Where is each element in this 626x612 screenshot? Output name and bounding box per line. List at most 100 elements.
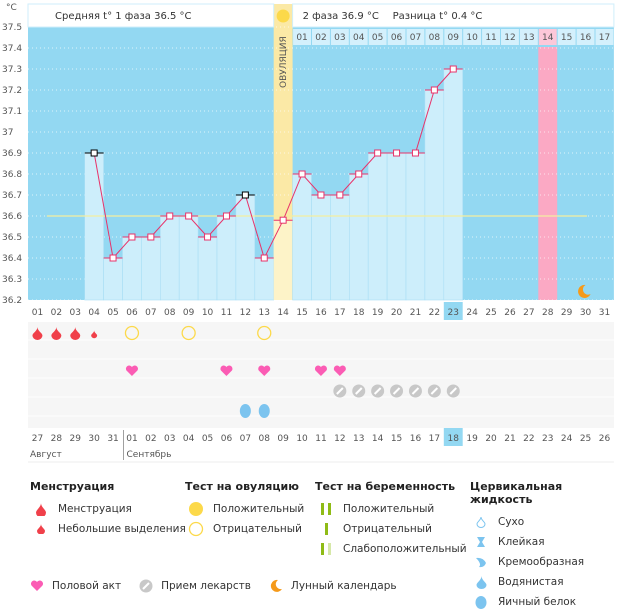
post-ovulation-day-cell: [387, 29, 406, 45]
temperature-bar: [292, 173, 312, 301]
post-ovulation-day-label: 02: [315, 33, 326, 43]
temperature-point: [279, 216, 287, 224]
calendar-date-label: 15: [391, 434, 402, 444]
phase1-header-box: [27, 3, 275, 28]
post-ovulation-day-label: 11: [485, 33, 496, 43]
temperature-bars: [84, 68, 463, 301]
heart-icon: [333, 365, 346, 376]
post-ovulation-day-label: 12: [504, 33, 515, 43]
legend-label: Небольшие выделения: [58, 523, 186, 535]
cycle-day-label: 15: [296, 308, 307, 318]
temperature-bar: [122, 236, 142, 301]
calendar-date-label: 28: [51, 434, 63, 444]
y-tick-label: 36.8: [2, 170, 22, 180]
month-label: Сентябрь: [127, 450, 172, 460]
small-drop-icon: [30, 524, 52, 534]
temperature-bar: [235, 194, 256, 301]
cycle-day-label: 18: [353, 308, 365, 318]
post-ovulation-day-cell: [482, 29, 500, 45]
calendar-date-label: 11: [315, 434, 326, 444]
menstruation-drop-icon: [51, 327, 62, 340]
calendar-date-label: 30: [88, 434, 100, 444]
temperature-point: [355, 170, 363, 178]
ovulation-test-negative-icon: [257, 325, 272, 341]
legend-label: Прием лекарств: [161, 580, 251, 592]
post-ovulation-day-label: 17: [599, 33, 610, 43]
empty-circle-icon: [185, 521, 207, 537]
legend-item: Лунный календарь: [269, 579, 397, 593]
moon-icon: [578, 284, 591, 298]
legend-item: Менструация: [30, 499, 186, 519]
post-ovulation-day-cell: [444, 29, 463, 45]
y-tick-label: 36.3: [2, 275, 22, 285]
y-axis: 36.2 36.3 36.4 36.5 36.6 36.7 36.8 36.9 37 37.1 37…: [2, 3, 22, 306]
post-ovulation-day-label: 05: [372, 33, 383, 43]
cycle-day-label: 04: [88, 308, 100, 318]
cycle-day-label: 25: [485, 308, 496, 318]
calendar-date-label: 19: [466, 434, 478, 444]
post-ovulation-day-label: 09: [448, 33, 460, 43]
temperature-point: [128, 233, 136, 241]
legend-title: Тест на овуляцию: [185, 480, 299, 493]
temperature-point: [430, 86, 438, 94]
cycle-day-label: 13: [259, 308, 270, 318]
temperature-difference: Разница t° 0.4 °C: [393, 11, 483, 22]
cycle-day-label: 05: [107, 308, 118, 318]
cycle-day-label: 12: [240, 308, 251, 318]
legend-label: Половой акт: [52, 580, 122, 592]
post-ovulation-day-label: 10: [466, 33, 478, 43]
y-tick-label: 37.2: [2, 86, 22, 96]
legend-title: Тест на беременность: [315, 480, 456, 493]
heart-icon: [258, 365, 271, 376]
cycle-day-label: 17: [334, 308, 345, 318]
temperature-bar: [311, 194, 331, 301]
post-ovulation-day-label: 08: [429, 33, 441, 43]
y-tick-label: 37.5: [2, 23, 22, 33]
cycle-day-label: 11: [221, 308, 232, 318]
temperature-point: [317, 191, 325, 199]
cycle-day-axis: 01 02 03 04 05 06 07 08 09 10 11 12 13 14 15 16 17 18 19 20…: [32, 302, 610, 320]
temperature-point: [222, 212, 230, 220]
pill-icon: [139, 579, 153, 593]
temperature-bar: [405, 152, 426, 301]
cycle-day-label: 02: [51, 308, 62, 318]
post-ovulation-day-cell: [463, 29, 482, 45]
post-ovulation-day-label: 03: [334, 33, 345, 43]
legend-cervical-fluid: Цервикальная жидкость Сухо Клейкая Кремо…: [470, 480, 626, 612]
post-ovulation-day-cell: [425, 29, 444, 45]
post-ovulation-day-label: 01: [296, 33, 307, 43]
legend-label: Отрицательный: [213, 523, 302, 535]
temperature-bar: [141, 236, 161, 301]
y-tick-label: 37.3: [2, 65, 22, 75]
post-ovulation-day-label: 16: [580, 33, 592, 43]
legend-item: Положительный: [315, 499, 467, 519]
calendar-date-label: 04: [183, 434, 195, 444]
spotting-drop-icon: [91, 330, 98, 339]
legend-item: Кремообразная: [470, 552, 626, 572]
temperature-point: [298, 170, 306, 178]
marker-rows: [28, 284, 614, 436]
temperature-bar: [197, 236, 218, 301]
calendar-date-label: 02: [145, 434, 156, 444]
y-tick-label: 37: [2, 128, 13, 138]
egg-white-icon: [258, 404, 270, 418]
post-ovulation-day-cell: [576, 29, 595, 45]
legend-title: Цервикальная жидкость: [470, 480, 563, 506]
post-ovulation-day-cell: [501, 29, 519, 45]
calendar-date-label: 14: [372, 434, 384, 444]
moon-icon: [269, 579, 283, 593]
post-ovulation-day-cell: [349, 29, 368, 45]
legend-item: Половой акт: [30, 580, 121, 592]
y-tick-label: 36.2: [2, 296, 22, 306]
calendar-date-label: 10: [296, 434, 308, 444]
egg-white-icon: [239, 404, 251, 418]
calendar-date-label: 26: [599, 434, 611, 444]
calendar-date-label: 18: [448, 434, 460, 444]
pill-icon-stripe: [430, 387, 439, 395]
temperature-point: [109, 254, 117, 262]
heart-icon: [314, 365, 327, 376]
temperature-bar: [424, 89, 445, 301]
heart-icon: [30, 580, 44, 592]
cycle-day-label: 06: [126, 308, 138, 318]
cycle-day-label: 22: [429, 308, 440, 318]
